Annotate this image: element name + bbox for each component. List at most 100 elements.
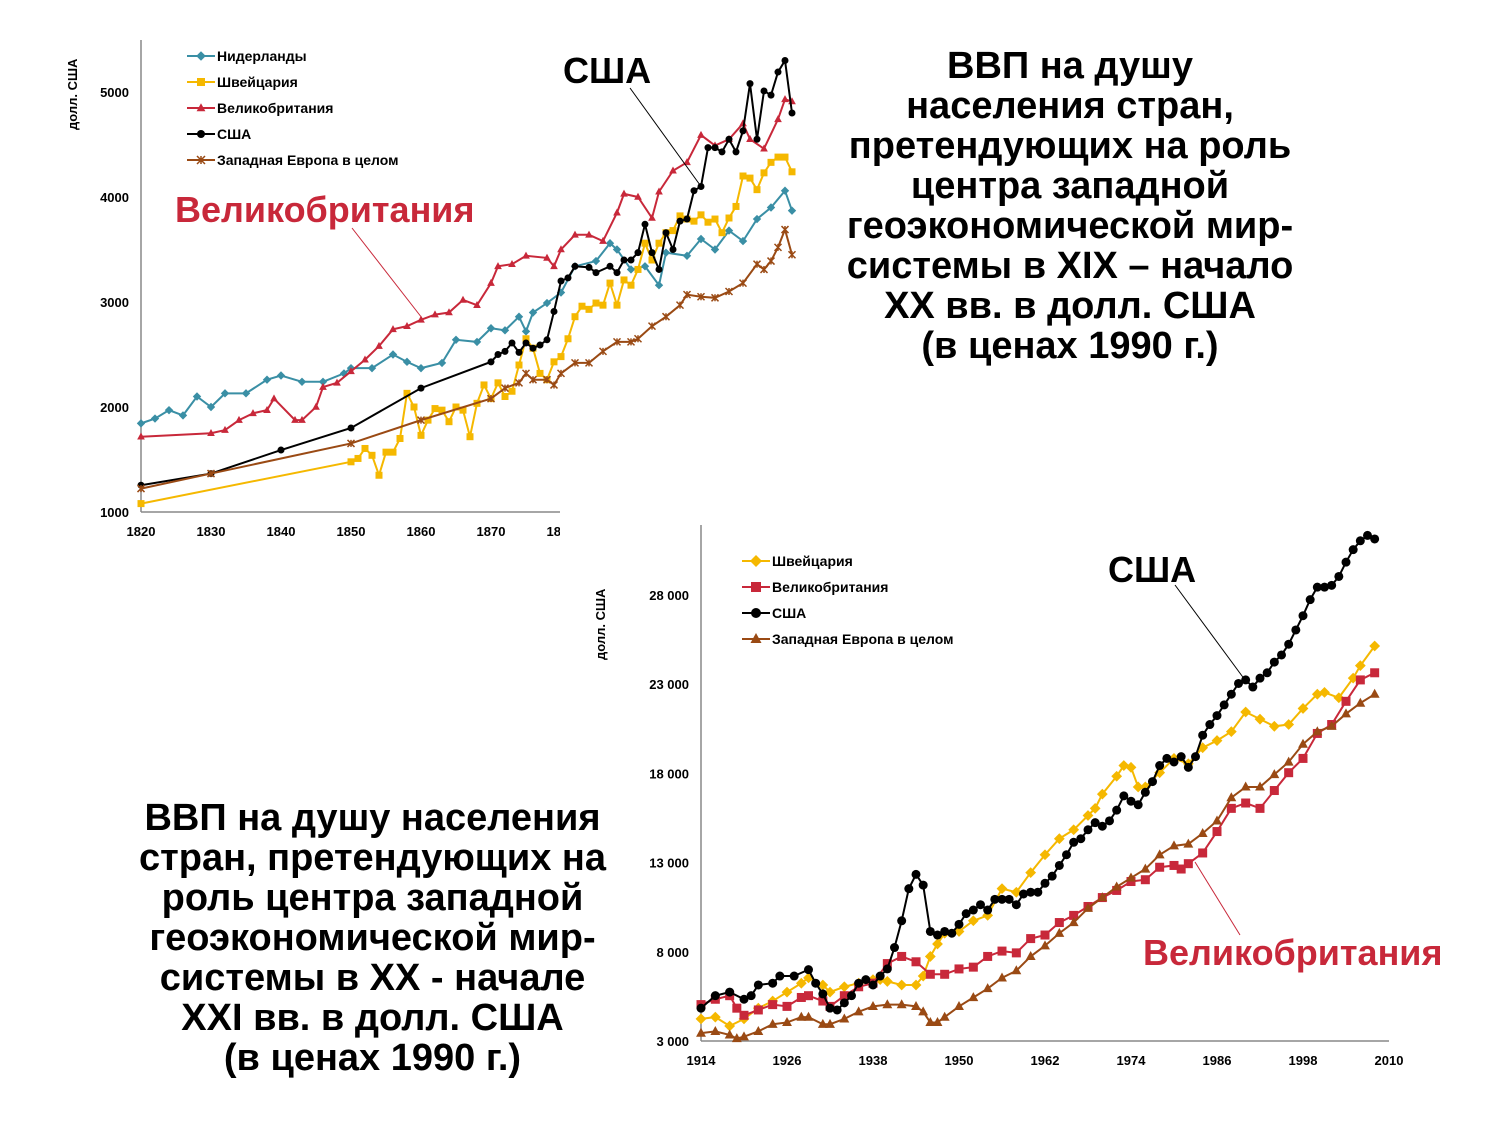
data-point [676, 212, 684, 220]
data-point [438, 406, 446, 414]
data-point [150, 414, 160, 423]
chart1-uk-pointer [351, 227, 423, 319]
data-point [753, 135, 761, 143]
data-point [803, 1011, 814, 1021]
data-point [838, 981, 850, 993]
data-point [557, 245, 565, 253]
data-point [1297, 703, 1309, 714]
data-point [882, 964, 892, 974]
y-tick-label: 2000 [100, 400, 129, 415]
data-point [1254, 713, 1266, 725]
data-point [782, 1001, 792, 1011]
data-point [402, 357, 412, 367]
data-point [1169, 757, 1179, 767]
data-point [403, 389, 411, 397]
data-point [896, 999, 907, 1009]
data-point [500, 326, 510, 335]
data-point [1255, 781, 1265, 791]
data-point [654, 281, 664, 290]
data-point [738, 279, 748, 288]
data-point [1269, 769, 1280, 779]
title-20th-century: ВВП на душу населения стран, претендующи… [138, 797, 607, 1079]
data-point [775, 971, 785, 981]
data-point [634, 265, 642, 273]
data-point [262, 375, 272, 384]
data-point [459, 406, 467, 414]
data-point [641, 220, 649, 228]
data-point [1255, 803, 1265, 813]
data-point [536, 341, 544, 349]
legend-entry: США [187, 126, 251, 142]
data-point [1097, 892, 1108, 902]
data-point [578, 302, 586, 310]
data-point [839, 998, 849, 1008]
data-point [137, 500, 145, 508]
data-point [1248, 682, 1258, 692]
data-point [640, 262, 650, 271]
data-point [718, 148, 726, 156]
y-tick-label: 18 000 [649, 766, 689, 781]
data-point [1047, 871, 1057, 881]
data-point [968, 962, 978, 972]
y-tick-label: 4000 [100, 190, 129, 205]
data-point [997, 972, 1007, 982]
data-point [249, 409, 257, 417]
x-tick-label: 1974 [1117, 1053, 1147, 1068]
data-point [1355, 536, 1365, 546]
data-point [655, 187, 663, 195]
data-point [528, 308, 538, 317]
x-tick-label: 1926 [773, 1053, 802, 1068]
data-point [1341, 708, 1351, 718]
data-point [508, 339, 516, 347]
data-point [206, 402, 216, 412]
data-point [690, 187, 698, 195]
data-point [961, 909, 971, 919]
data-point [508, 387, 516, 395]
data-point [1212, 815, 1222, 825]
data-point [501, 347, 509, 355]
data-point [522, 251, 530, 259]
data-point [417, 315, 425, 323]
data-point [613, 208, 621, 216]
data-point [1183, 762, 1193, 772]
data-point [768, 1000, 778, 1010]
data-point [954, 1000, 964, 1010]
legend-label: Швейцария [772, 553, 853, 569]
data-point [1269, 657, 1279, 667]
legend-marker [750, 633, 762, 643]
data-point [319, 382, 327, 390]
title-19th-century: ВВП на душу населения стран, претендующи… [846, 45, 1294, 367]
legend-marker [751, 608, 761, 618]
data-point [1354, 660, 1366, 672]
data-point [633, 334, 643, 343]
data-point [1326, 720, 1337, 730]
data-point [1284, 768, 1294, 778]
data-point [1283, 719, 1295, 730]
data-point [1198, 848, 1208, 858]
data-point [1076, 834, 1086, 844]
chart-19th-century: долл. США 1000 2000 3000 4000 5000 1820 1830 18… [65, 40, 797, 539]
data-point [817, 1018, 828, 1028]
data-point [697, 130, 705, 138]
data-point [1140, 787, 1150, 797]
data-point [839, 1013, 850, 1023]
data-point [333, 378, 341, 386]
data-point [882, 959, 892, 969]
legend-marker [197, 78, 205, 86]
data-point [472, 337, 482, 347]
data-point [655, 265, 663, 273]
data-point [136, 484, 146, 493]
data-point [1305, 595, 1315, 605]
data-point [997, 894, 1007, 904]
data-point [1370, 534, 1380, 544]
data-point [760, 87, 768, 95]
series-line [140, 98, 793, 438]
data-point [437, 358, 447, 368]
data-point [312, 402, 320, 410]
data-point [1219, 700, 1229, 710]
data-point [760, 169, 768, 177]
data-point [1090, 818, 1100, 828]
data-point [220, 389, 230, 398]
x-tick-label: 1840 [267, 524, 296, 539]
data-point [690, 217, 698, 225]
